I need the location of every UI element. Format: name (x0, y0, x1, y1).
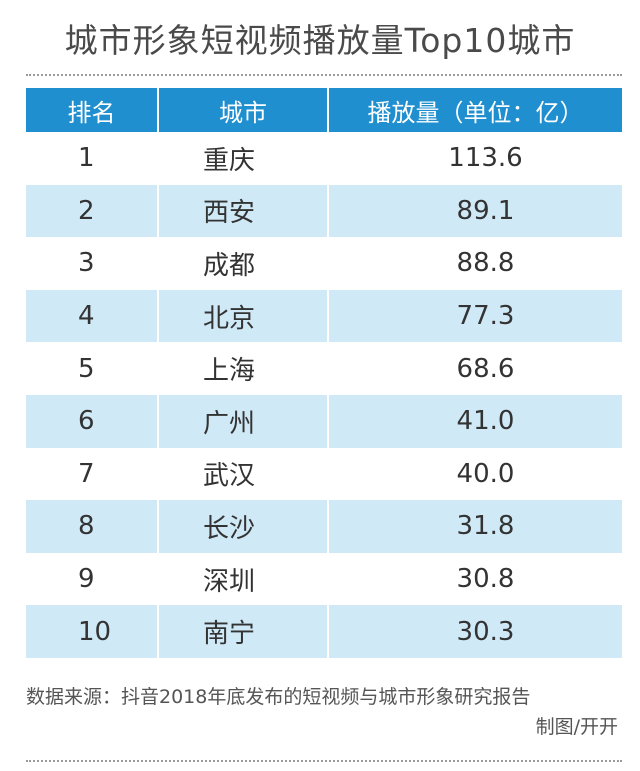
table-row: 7 武汉 40.0 (26, 447, 622, 501)
rank-cell: 4 (26, 289, 158, 343)
rank-cell: 9 (78, 564, 95, 595)
table-row: 6 广州 41.0 (26, 394, 622, 448)
bottom-divider (26, 760, 622, 762)
city-cell: 武汉 (157, 447, 328, 501)
chart-title: 城市形象短视频播放量Top10城市 (64, 21, 576, 60)
city-cell: 上海 (157, 342, 328, 395)
rank-cell: 3 (78, 248, 95, 279)
city-cell: 重庆 (157, 132, 328, 185)
city-cell: 长沙 (157, 500, 328, 553)
header-views: 播放量（单位：亿） (327, 88, 622, 132)
views-cell: 30.3 (327, 605, 622, 658)
views-cell: 113.6 (327, 132, 622, 185)
views-cell: 68.6 (327, 342, 622, 395)
top-divider (26, 74, 622, 76)
views-cell: 31.8 (327, 500, 622, 553)
header-rank: 排名 (26, 88, 158, 132)
views-cell: 77.3 (327, 289, 622, 343)
table-row: 5 上海 68.6 (26, 342, 622, 395)
views-cell: 40.0 (327, 447, 622, 501)
table-row: 3 成都 88.8 (26, 237, 622, 290)
header-city: 城市 (157, 88, 328, 132)
rank-cell: 6 (26, 394, 158, 448)
city-cell: 广州 (157, 394, 328, 448)
data-source-note: 数据来源：抖音2018年底发布的短视频与城市形象研究报告 (26, 686, 531, 708)
views-cell: 88.8 (327, 237, 622, 290)
table-row: 8 长沙 31.8 (26, 500, 622, 553)
table-row: 1 重庆 113.6 (26, 132, 622, 185)
city-cell: 深圳 (157, 552, 328, 606)
rank-cell: 10 (26, 605, 158, 658)
table-header-row: 排名 城市 播放量（单位：亿） (26, 88, 622, 132)
rank-cell: 8 (26, 500, 158, 553)
table-row: 2 西安 89.1 (26, 184, 622, 238)
chart-credit: 制图/开开 (535, 716, 618, 738)
table-row: 9 深圳 30.8 (26, 552, 622, 606)
rank-cell: 5 (78, 353, 95, 384)
city-cell: 南宁 (157, 605, 328, 658)
table-row: 10 南宁 30.3 (26, 605, 622, 658)
ranking-table: 排名 城市 播放量（单位：亿） 1 重庆 113.6 2 西安 89.1 3 成都 88.8 4 北… (26, 88, 622, 658)
views-cell: 30.8 (327, 552, 622, 606)
rank-cell: 7 (78, 458, 95, 489)
city-cell: 成都 (157, 237, 328, 290)
table-row: 4 北京 77.3 (26, 289, 622, 343)
views-cell: 41.0 (327, 394, 622, 448)
table-body: 1 重庆 113.6 2 西安 89.1 3 成都 88.8 4 北京 77.3 5 上海 68.6 6 广州 4… (26, 132, 622, 658)
city-cell: 西安 (157, 184, 328, 238)
rank-cell: 1 (78, 143, 95, 174)
city-cell: 北京 (157, 289, 328, 343)
views-cell: 89.1 (327, 184, 622, 238)
rank-cell: 2 (26, 184, 158, 238)
